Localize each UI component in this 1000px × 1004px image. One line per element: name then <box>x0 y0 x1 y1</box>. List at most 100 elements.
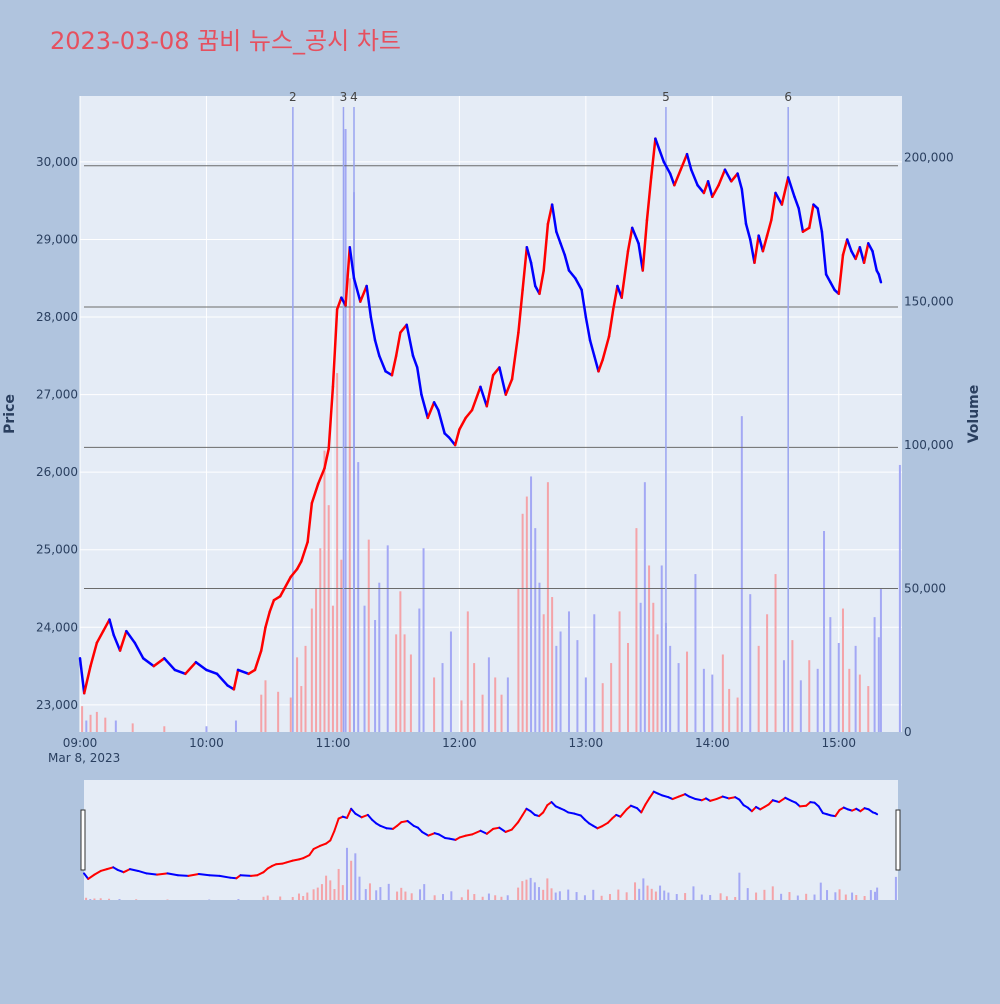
mini-volume-bar <box>473 894 475 900</box>
mini-volume-bar <box>763 890 765 900</box>
mini-volume-bar <box>634 882 636 900</box>
mini-volume-bar <box>379 887 381 900</box>
volume-bar <box>648 565 650 732</box>
mini-volume-bar <box>306 893 308 900</box>
x-tick-label: 09:00 <box>63 736 98 750</box>
mini-volume-bar <box>814 895 816 900</box>
volume-bar <box>290 698 292 732</box>
mini-volume-bar <box>874 892 876 900</box>
volume-bar <box>345 129 347 732</box>
volume-bar <box>848 669 850 732</box>
x-tick-label: 13:00 <box>569 736 604 750</box>
range-slider-right-handle[interactable] <box>896 810 900 870</box>
volume-bar <box>163 726 165 732</box>
mini-volume-bar <box>365 889 367 900</box>
mini-volume-bar <box>576 892 578 900</box>
volume-bar <box>652 603 654 732</box>
mini-price-segment <box>875 813 877 814</box>
mini-volume-bar <box>584 895 586 900</box>
y-tick-label: 29,000 <box>36 232 78 246</box>
volume-bar <box>749 594 751 732</box>
mini-volume-bar <box>346 848 348 900</box>
range-slider[interactable] <box>81 780 900 900</box>
volume-bar <box>501 695 503 732</box>
volume-bar <box>669 646 671 732</box>
volume-bar <box>374 620 376 732</box>
volume-bar <box>433 677 435 732</box>
volume-bar <box>737 698 739 732</box>
volume-bar <box>467 611 469 732</box>
volume-bar <box>899 465 901 732</box>
volume-bar <box>551 597 553 732</box>
mini-volume-bar <box>851 893 853 900</box>
date-label: Mar 8, 2023 <box>48 751 120 765</box>
y-tick-label: 23,000 <box>36 698 78 712</box>
mini-volume-bar <box>720 893 722 900</box>
volume-bar <box>678 663 680 732</box>
mini-volume-bar <box>855 895 857 900</box>
mini-volume-bar <box>647 886 649 900</box>
volume-bar <box>722 654 724 732</box>
volume-bar <box>538 583 540 732</box>
mini-volume-bar <box>359 877 361 900</box>
volume-bar <box>694 574 696 732</box>
y2-tick-label: 200,000 <box>904 151 954 165</box>
y2-axis-title: Volume <box>966 385 982 444</box>
mini-volume-bar <box>419 889 421 900</box>
mini-volume-bar <box>494 895 496 900</box>
volume-bar <box>488 657 490 732</box>
mini-volume-bar <box>834 892 836 900</box>
volume-bar <box>823 531 825 732</box>
mini-volume-bar <box>342 885 344 900</box>
volume-bar <box>328 505 330 732</box>
mini-volume-bar <box>507 895 509 900</box>
mini-volume-bar <box>292 897 294 900</box>
volume-bar <box>340 560 342 732</box>
volume-bar <box>442 663 444 732</box>
volume-bar <box>336 373 338 732</box>
mini-volume-bar <box>442 894 444 900</box>
mini-volume-bar <box>820 883 822 900</box>
volume-bar <box>85 721 87 732</box>
range-slider-left-handle[interactable] <box>81 810 85 870</box>
volume-bar <box>300 686 302 732</box>
mini-price-segment <box>209 875 219 876</box>
volume-bar <box>235 721 237 732</box>
volume-bar <box>775 574 777 732</box>
mini-volume-bar <box>333 889 335 900</box>
mini-volume-bar <box>375 890 377 900</box>
mini-volume-bar <box>325 876 327 900</box>
volume-bar <box>635 528 637 732</box>
volume-bar <box>576 640 578 732</box>
mini-volume-bar <box>559 891 561 900</box>
volume-bar <box>305 646 307 732</box>
volume-bar <box>741 416 743 732</box>
mini-volume-bar <box>279 897 281 900</box>
volume-bar <box>838 643 840 732</box>
volume-bar <box>81 706 83 732</box>
volume-bar <box>517 588 519 732</box>
mini-volume-bar <box>663 891 665 900</box>
mini-volume-bar <box>517 888 519 900</box>
mini-volume-bar <box>667 893 669 900</box>
mini-price-segment <box>147 873 157 874</box>
volume-bar <box>657 634 659 732</box>
mini-volume-bar <box>262 897 264 900</box>
mini-volume-bar <box>747 888 749 900</box>
volume-bar <box>766 614 768 732</box>
mini-volume-bar <box>826 890 828 900</box>
mini-volume-bar <box>876 888 878 900</box>
volume-bar <box>450 632 452 732</box>
event-label: 5 <box>662 90 670 104</box>
mini-volume-bar <box>655 892 657 900</box>
volume-bar <box>758 646 760 732</box>
x-tick-label: 11:00 <box>316 736 351 750</box>
volume-bar <box>829 617 831 732</box>
volume-bar <box>555 646 557 732</box>
volume-bar <box>205 726 207 732</box>
volume-bar <box>323 451 325 732</box>
volume-bar <box>296 657 298 732</box>
volume-bar <box>703 669 705 732</box>
mini-volume-bar <box>354 853 356 900</box>
